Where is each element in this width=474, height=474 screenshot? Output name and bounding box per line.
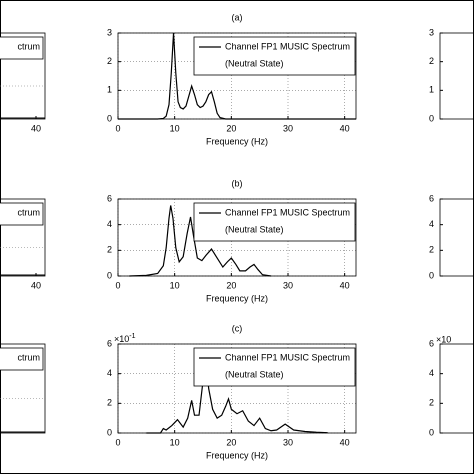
legend-note: (Neutral State) — [225, 58, 284, 68]
x-tick-label: 0 — [115, 437, 120, 447]
y-multiplier: ×10-1 — [114, 333, 136, 345]
y-tick-label: 1 — [429, 85, 434, 95]
legend-note: (Neutral State) — [225, 224, 284, 234]
plot-frame — [117, 343, 357, 434]
y-tick-label: 2 — [107, 398, 112, 408]
partial-legend-box — [0, 202, 44, 226]
x-tick-label: 20 — [226, 437, 236, 447]
legend-box — [193, 36, 356, 76]
multiplier-base: ×10 — [114, 334, 129, 344]
legend-note: (Neutral State) — [225, 369, 284, 379]
x-tick-label: 0 — [115, 280, 120, 290]
legend-box — [193, 202, 356, 242]
chart-title: (b) — [232, 178, 243, 188]
y-tick-label: 2 — [107, 245, 112, 255]
x-tick-label: 0 — [115, 123, 120, 133]
x-axis-label: Frequency (Hz) — [206, 136, 268, 146]
legend-label: Channel FP1 MUSIC Spectrum — [225, 207, 350, 217]
y-tick-label: 1 — [107, 85, 112, 95]
y-tick-label: 2 — [429, 56, 434, 66]
y-tick-label: 0 — [107, 427, 112, 437]
x-tick-label: 10 — [170, 280, 180, 290]
partial-frame — [0, 32, 46, 120]
x-axis-label: Frequency (Hz) — [206, 450, 268, 460]
x-tick-label: 30 — [283, 437, 293, 447]
y-tick-label: 4 — [107, 368, 112, 378]
y-tick-label: 6 — [107, 338, 112, 348]
x-tick-label: 20 — [226, 280, 236, 290]
spectrum-line — [129, 205, 272, 277]
y-tick-label: 6 — [107, 193, 112, 203]
y-tick-label: 2 — [429, 245, 434, 255]
x-tick-label: 30 — [283, 280, 293, 290]
partial-frame — [439, 198, 474, 277]
y-tick-label: 4 — [429, 368, 434, 378]
y-tick-label: 3 — [429, 27, 434, 37]
x-axis-label: Frequency (Hz) — [206, 293, 268, 303]
y-tick-label: 2 — [107, 56, 112, 66]
chart-title: (a) — [232, 12, 243, 22]
partial-legend-label: ctrum — [18, 207, 41, 217]
chart-title: (c) — [232, 323, 243, 333]
x-tick-label: 40 — [340, 437, 350, 447]
legend-label: Channel FP1 MUSIC Spectrum — [225, 352, 350, 362]
multiplier-exponent: -1 — [129, 333, 135, 340]
x-tick-label: 40 — [31, 123, 41, 133]
partial-legend-box — [0, 36, 44, 60]
y-tick-label: 4 — [107, 219, 112, 229]
y-tick-label: 6 — [429, 193, 434, 203]
y-tick-label: 3 — [107, 27, 112, 37]
plot-frame — [117, 32, 357, 120]
y-tick-label: 0 — [429, 427, 434, 437]
partial-multiplier: ×10 — [436, 334, 451, 344]
partial-legend-label: ctrum — [18, 352, 41, 362]
x-tick-label: 30 — [283, 123, 293, 133]
partial-frame — [0, 198, 46, 277]
partial-legend-box — [0, 347, 44, 371]
x-tick-label: 10 — [170, 123, 180, 133]
partial-legend-label: ctrum — [18, 41, 41, 51]
y-tick-label: 0 — [429, 113, 434, 123]
spectrum-line — [118, 32, 356, 120]
partial-frame — [439, 32, 474, 120]
y-tick-label: 0 — [429, 270, 434, 280]
x-tick-label: 10 — [170, 437, 180, 447]
x-tick-label: 40 — [31, 280, 41, 290]
partial-frame — [0, 343, 46, 434]
x-tick-label: 20 — [226, 123, 236, 133]
legend-box — [193, 347, 356, 387]
y-tick-label: 2 — [429, 398, 434, 408]
partial-frame — [439, 343, 474, 434]
y-tick-label: 4 — [429, 219, 434, 229]
y-tick-label: 6 — [429, 338, 434, 348]
spectrum-line — [146, 355, 328, 434]
legend-label: Channel FP1 MUSIC Spectrum — [225, 41, 350, 51]
x-tick-label: 40 — [340, 123, 350, 133]
y-tick-label: 0 — [107, 270, 112, 280]
plot-frame — [117, 198, 357, 277]
y-tick-label: 0 — [107, 113, 112, 123]
x-tick-label: 40 — [340, 280, 350, 290]
